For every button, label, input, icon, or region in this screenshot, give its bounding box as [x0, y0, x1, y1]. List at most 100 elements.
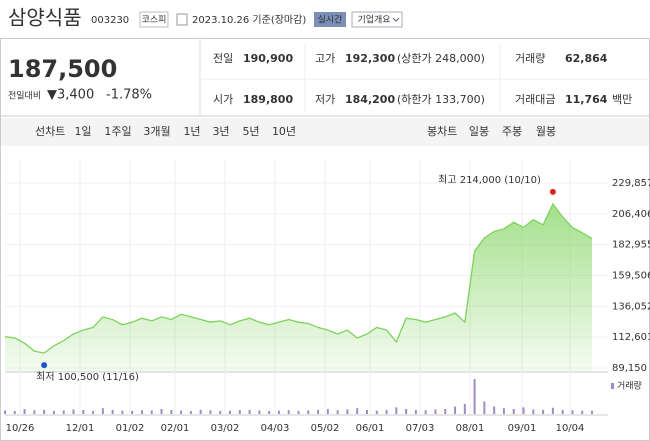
volume-bar [336, 410, 339, 414]
volume-bar [72, 409, 75, 414]
volume-bar [483, 401, 486, 414]
price: 187,500 [8, 55, 117, 83]
volume-bar [532, 409, 535, 414]
stat-value: 62,864 [565, 52, 608, 65]
volume-bar [111, 409, 114, 414]
volume-bar [199, 409, 202, 414]
line-label: 선차트 [35, 125, 65, 138]
x-tick-label: 05/02 [311, 423, 340, 434]
volume-bar [512, 409, 515, 414]
volume-bar [229, 410, 232, 414]
volume-bar [43, 409, 46, 414]
price-area [5, 203, 592, 372]
y-tick-label: 206,406 [612, 209, 650, 220]
company-info-button[interactable] [351, 11, 403, 28]
stock-name: 삼양식품 [8, 6, 82, 30]
volume-bar [209, 410, 212, 414]
tab[interactable]: 월봉 [536, 125, 556, 138]
date: 2023.10.26 기준(장마감) [192, 14, 306, 26]
change: ▼3,400 [47, 88, 94, 103]
volume-bar [591, 410, 593, 414]
x-tick-label: 04/03 [261, 423, 290, 434]
realtime[interactable]: 실시간 [318, 15, 343, 26]
volume-bar [82, 410, 85, 414]
company-info[interactable]: 기업개요 [357, 15, 390, 26]
volume-bar [33, 410, 36, 414]
stat-label: 전일 [213, 51, 233, 65]
volume-bar [277, 410, 280, 414]
stat-value: 192,300 [345, 52, 395, 65]
tab[interactable]: 1주일 [104, 124, 131, 138]
stat-label: 거래량 [515, 52, 545, 65]
volume-bar [287, 410, 290, 414]
stat-label: 저가 [315, 93, 335, 106]
volume-bar [581, 410, 584, 414]
volume-bar [238, 410, 241, 414]
volume-label: 거래량 [617, 380, 642, 392]
stat-unit: 백만 [612, 93, 632, 106]
calendar-icon [176, 13, 188, 26]
volume-bar [219, 410, 222, 414]
x-tick-label: 03/02 [211, 423, 240, 434]
stat-value: 190,900 [243, 52, 293, 65]
volume-bar [571, 410, 574, 414]
dropdown-arrow [392, 17, 400, 22]
x-tick-label: 08/01 [456, 423, 485, 434]
x-tick-label: 10/04 [556, 423, 585, 434]
stock-code: 003230 [91, 15, 129, 26]
volume-bar [140, 410, 143, 414]
tab[interactable]: 일봉 [469, 124, 489, 138]
volume-bar [52, 410, 55, 414]
price-line [4, 202, 593, 354]
y-tick-label: 229,857 [612, 178, 650, 189]
y-tick-label: 136,052 [612, 301, 650, 312]
volume-bar [405, 409, 408, 414]
x-tick-label: 12/01 [66, 423, 95, 434]
stat-extra: (하한가 133,700) [397, 92, 485, 106]
x-tick-label: 01/02 [116, 423, 145, 434]
volume-bar [551, 407, 554, 414]
stat-value: 189,800 [243, 93, 293, 106]
volume-bar [542, 409, 545, 414]
tab[interactable]: 10년 [272, 125, 296, 138]
tab[interactable]: 3개월 [143, 125, 170, 138]
high-label: 최고 214,000 (10/10) [438, 174, 541, 186]
y-tick-label: 89,150 [612, 363, 647, 374]
volume-bar [170, 410, 173, 414]
volume-bar [473, 379, 476, 414]
volume-bar [395, 407, 398, 414]
volume-bar [317, 409, 320, 414]
x-tick-label: 07/03 [406, 423, 435, 434]
volume-bar [13, 411, 16, 414]
stat-label: 시가 [213, 93, 233, 106]
tab[interactable]: 1년 [183, 125, 200, 138]
low-dot [41, 362, 48, 369]
tab[interactable]: 주봉 [502, 125, 522, 138]
y-tick-label: 112,601 [612, 332, 650, 343]
volume-bar [307, 410, 310, 414]
tab[interactable]: 5년 [242, 125, 259, 138]
tab[interactable]: 3년 [212, 125, 229, 138]
stat-value: 184,200 [345, 93, 395, 106]
volume-bar [150, 410, 153, 414]
volume-bar [493, 406, 496, 414]
stat-label: 거래대금 [515, 93, 555, 106]
volume-bar [434, 409, 437, 414]
change-pct: -1.78% [106, 88, 152, 103]
volume-legend [611, 383, 614, 389]
y-tick-label: 159,506 [612, 270, 650, 281]
volume-bar [268, 411, 271, 414]
x-tick-label: 02/01 [161, 423, 190, 434]
x-tick-label: 09/01 [508, 423, 537, 434]
realtime-button[interactable] [314, 12, 346, 27]
market-badge [139, 11, 169, 28]
volume-bar [561, 409, 564, 414]
volume-bar [160, 409, 163, 414]
volume-bar [131, 410, 134, 414]
stat-value: 11,764 [565, 93, 608, 106]
volume-bar [297, 410, 300, 414]
tab[interactable]: 1일 [74, 124, 91, 138]
stat-extra: (상한가 248,000) [397, 52, 485, 65]
change-label: 전일대비 [8, 91, 41, 102]
